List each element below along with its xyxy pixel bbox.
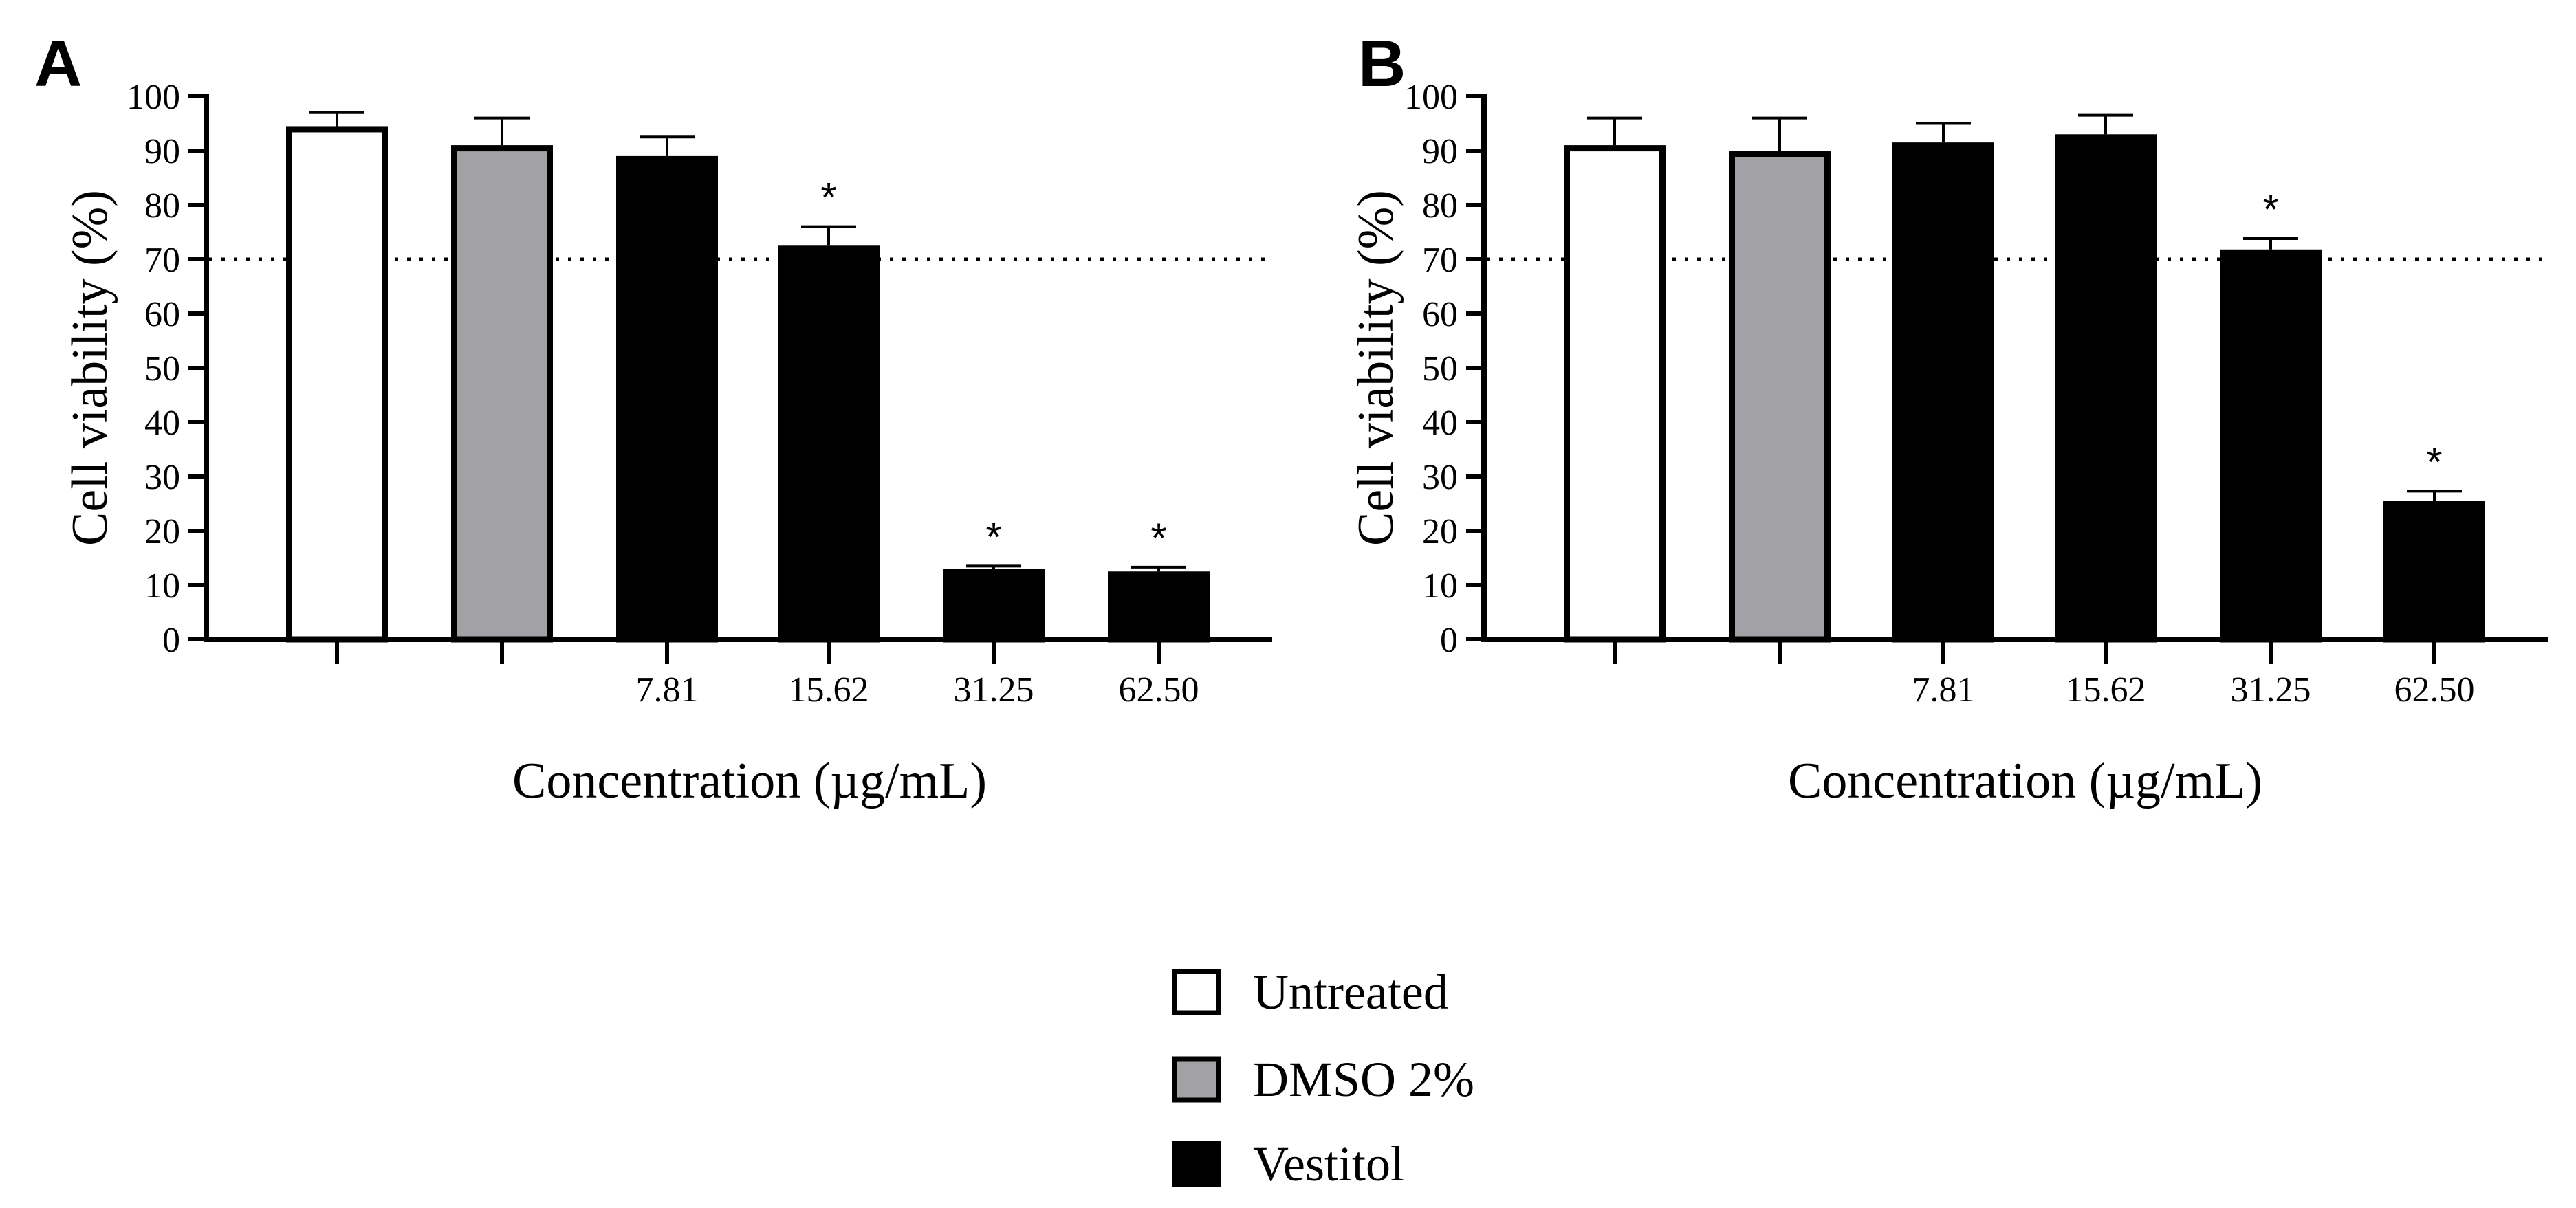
legend-swatch (1172, 1056, 1221, 1103)
legend-label: DMSO 2% (1253, 1052, 1474, 1107)
legend-label: Vestitol (1253, 1136, 1404, 1191)
y-axis-title: Cell viability (%) (1348, 190, 1404, 546)
x-tick-label: 15.62 (2066, 670, 2146, 710)
x-tick-label: 7.81 (636, 670, 699, 710)
y-tick-label: 90 (1422, 132, 1458, 171)
x-axis-title: Concentration (µg/mL) (1788, 753, 2262, 809)
bar (451, 145, 553, 643)
x-tick-label: 62.50 (1119, 670, 1199, 710)
bar (1729, 151, 1831, 643)
bar (286, 126, 388, 643)
y-tick-label: 60 (144, 295, 180, 334)
y-tick-label: 20 (1422, 512, 1458, 551)
chart-panel-a: A 0 10 20 30 40 50 60 70 80 90 100 * * * 7.81 15.62 31.25… (34, 27, 1272, 809)
y-tick-label: 70 (144, 241, 180, 280)
y-tick-label: 80 (144, 186, 180, 226)
legend: Untreated DMSO 2% Vestitol (1172, 965, 1474, 1191)
bar (1892, 142, 1994, 643)
bar (1108, 571, 1210, 643)
panel-letter: B (1358, 27, 1406, 100)
y-tick-label: 10 (1422, 567, 1458, 606)
y-tick-label: 50 (1422, 349, 1458, 388)
bar (943, 569, 1045, 643)
x-tick-label: 31.25 (2231, 670, 2311, 710)
y-tick-label: 0 (162, 621, 180, 660)
y-tick-label: 30 (1422, 458, 1458, 497)
y-tick-label: 60 (1422, 295, 1458, 334)
y-tick-label: 100 (127, 78, 180, 117)
significance-star: * (2426, 439, 2442, 485)
y-tick-label: 50 (144, 349, 180, 388)
y-tick-label: 40 (1422, 404, 1458, 443)
y-tick-label: 30 (144, 458, 180, 497)
y-tick-label: 100 (1404, 78, 1458, 117)
y-tick-label: 10 (144, 567, 180, 606)
x-tick-label: 31.25 (954, 670, 1034, 710)
y-axis-title: Cell viability (%) (62, 190, 118, 546)
bar (2220, 249, 2322, 643)
significance-star: * (1150, 515, 1166, 561)
panel-letter: A (34, 27, 82, 100)
legend-label: Untreated (1253, 965, 1448, 1020)
y-tick-label: 80 (1422, 186, 1458, 226)
y-tick-label: 90 (144, 132, 180, 171)
bar (616, 155, 718, 643)
significance-star: * (985, 514, 1001, 560)
bar (778, 245, 880, 643)
bar (2383, 501, 2485, 643)
legend-swatch (1172, 1141, 1221, 1187)
x-tick-label: 62.50 (2394, 670, 2475, 710)
x-tick-label: 7.81 (1912, 670, 1975, 710)
significance-star: * (2262, 186, 2278, 232)
significance-star: * (820, 175, 836, 221)
bar (2055, 134, 2157, 643)
y-tick-label: 0 (1440, 621, 1458, 660)
x-axis-title: Concentration (µg/mL) (512, 753, 987, 809)
legend-swatch (1172, 969, 1221, 1015)
y-tick-label: 70 (1422, 241, 1458, 280)
chart-panel-b: B 0 10 20 30 40 50 60 70 80 90 100 * * 7.81 15.62 31.25 6… (1348, 27, 2548, 809)
bar (1564, 145, 1666, 643)
y-tick-label: 20 (144, 512, 180, 551)
y-tick-label: 40 (144, 404, 180, 443)
x-tick-label: 15.62 (789, 670, 869, 710)
